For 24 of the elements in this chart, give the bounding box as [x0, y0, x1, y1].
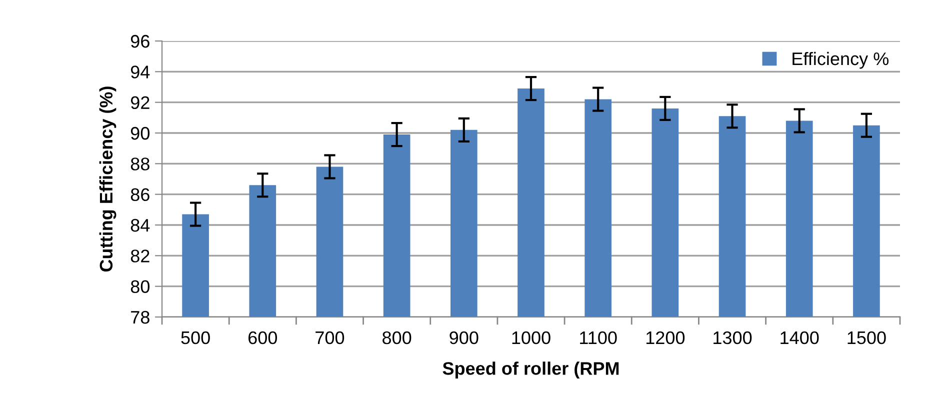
- legend-label: Efficiency %: [792, 52, 889, 69]
- y-tick-label: 94: [130, 66, 150, 78]
- x-tick-label: 1400: [780, 331, 819, 344]
- y-tick-label: 88: [130, 158, 150, 170]
- y-tick-label: 84: [130, 218, 150, 232]
- x-axis-title: Speed of roller (RPM: [442, 362, 619, 378]
- y-tick-label: 90: [130, 126, 150, 140]
- y-tick-label: 78: [131, 310, 150, 324]
- x-tick-label: 1100: [580, 331, 617, 344]
- y-tick-label: 96: [130, 34, 150, 48]
- y-tick-label: 86: [130, 188, 150, 202]
- y-axis-title: Cutting Efficiency (%): [99, 86, 116, 272]
- x-tick-label: 700: [316, 331, 344, 344]
- x-tick-label: 900: [450, 331, 478, 344]
- y-tick-label: 80: [130, 280, 150, 294]
- y-tick-label: 82: [130, 250, 150, 262]
- x-tick-label: 600: [248, 331, 277, 344]
- x-tick-label: 1500: [848, 331, 886, 344]
- x-tick-label: 1000: [512, 331, 550, 344]
- x-tick-label: 1300: [714, 331, 752, 344]
- y-tick-label: 92: [130, 96, 150, 110]
- x-tick-label: 1200: [646, 331, 685, 344]
- x-tick-label: 800: [382, 331, 412, 344]
- x-tick-label: 500: [181, 331, 210, 344]
